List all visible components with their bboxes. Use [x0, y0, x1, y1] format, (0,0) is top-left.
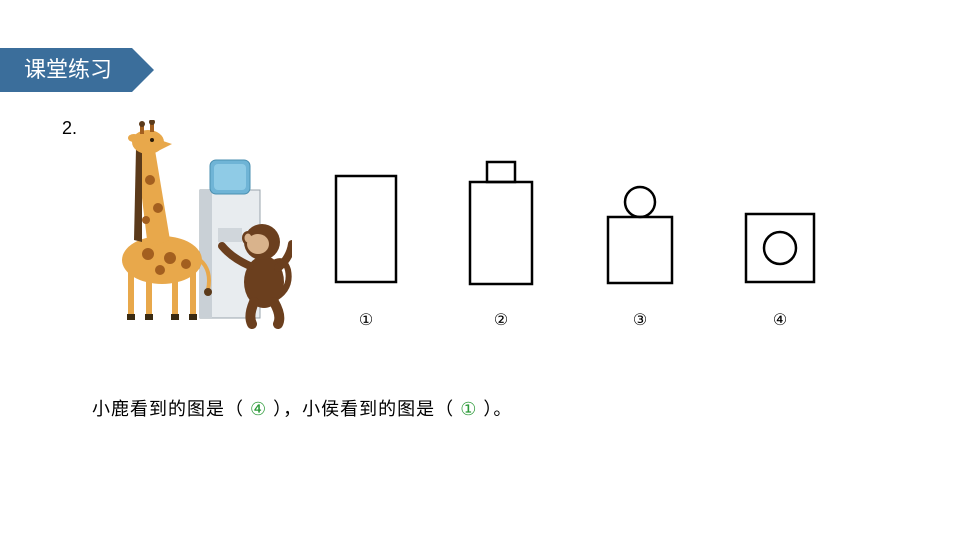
section-header: 课堂练习	[0, 48, 154, 92]
giraffe-icon	[122, 120, 212, 320]
sentence-part-1: 小鹿看到的图是（	[92, 399, 244, 419]
option-4: ④	[740, 208, 820, 330]
option-3: ③	[600, 184, 680, 330]
option-3-label: ③	[633, 310, 647, 330]
scene-illustration	[92, 120, 292, 330]
option-4-label: ④	[773, 310, 787, 330]
question-number: 2.	[62, 118, 77, 139]
sentence-part-3: ）。	[483, 399, 512, 419]
header-arrow-icon	[132, 48, 154, 92]
option-3-shape-icon	[600, 184, 680, 288]
option-1: ①	[330, 170, 402, 330]
sentence-part-2: ），小侯看到的图是（	[273, 399, 454, 419]
answer-2: ①	[460, 399, 477, 419]
option-2: ②	[462, 158, 540, 330]
option-2-label: ②	[494, 310, 508, 330]
answer-1: ④	[250, 399, 267, 419]
option-2-shape-icon	[462, 158, 540, 288]
answer-sentence: 小鹿看到的图是（ ④ ），小侯看到的图是（ ① ）。	[92, 395, 512, 421]
option-1-shape-icon	[330, 170, 402, 288]
option-4-shape-icon	[740, 208, 820, 288]
options-row: ① ② ③ ④	[330, 158, 820, 330]
option-1-label: ①	[359, 310, 373, 330]
section-title: 课堂练习	[0, 48, 132, 92]
